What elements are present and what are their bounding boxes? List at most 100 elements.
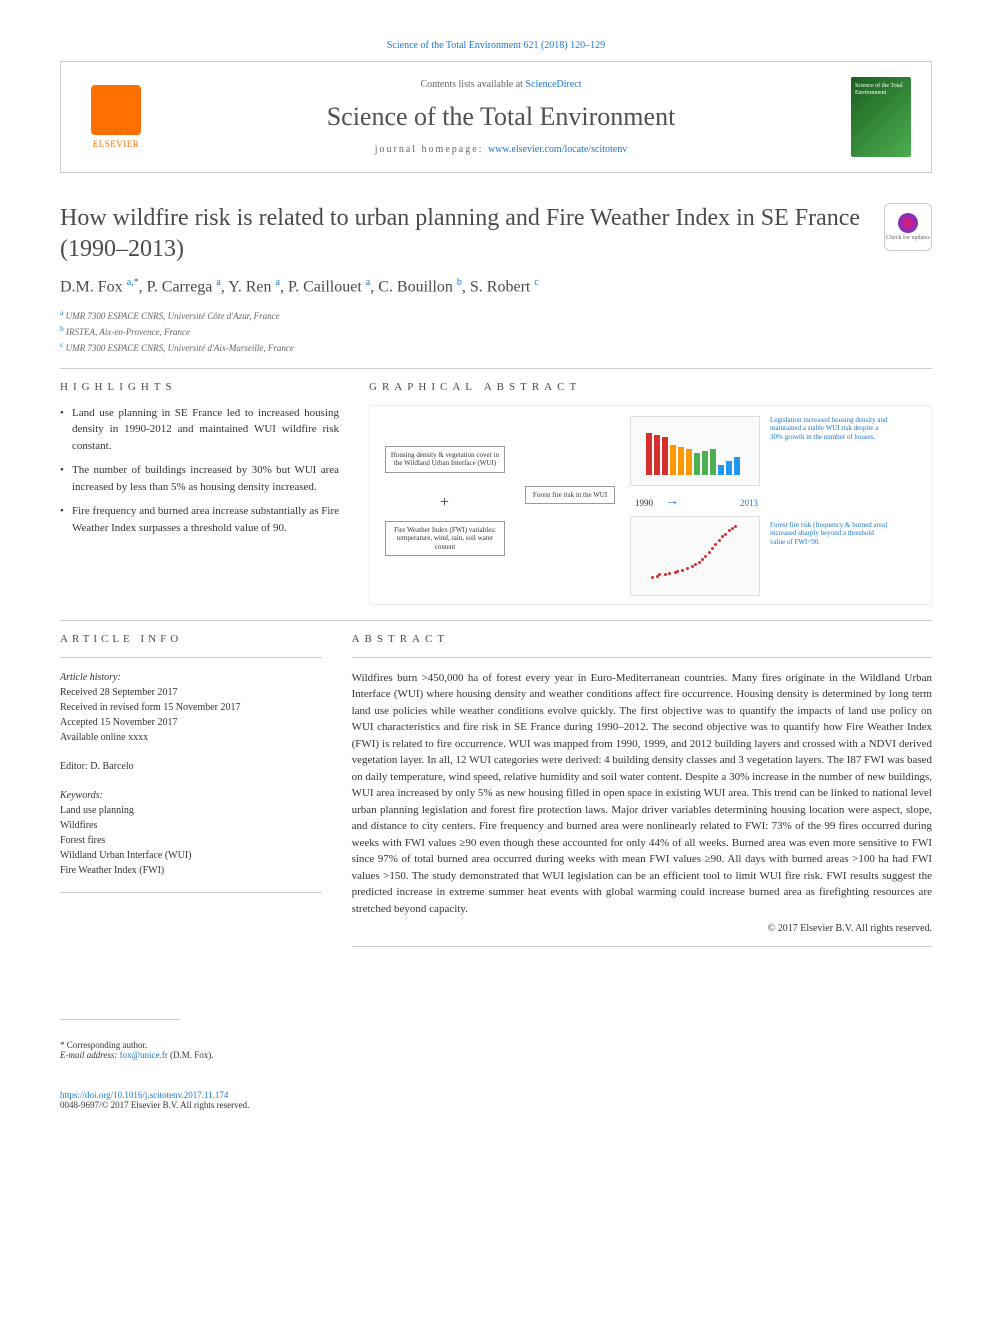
keywords-label: Keywords: xyxy=(60,788,322,803)
journal-title: Science of the Total Environment xyxy=(151,102,851,132)
ga-bar-chart xyxy=(630,416,760,486)
elsevier-tree-icon xyxy=(91,85,141,135)
contents-line: Contents lists available at ScienceDirec… xyxy=(151,79,851,90)
copyright-line: © 2017 Elsevier B.V. All rights reserved… xyxy=(352,923,932,934)
highlights-header: HIGHLIGHTS xyxy=(60,381,339,393)
highlight-item: The number of buildings increased by 30%… xyxy=(60,462,339,495)
ga-plus-icon: + xyxy=(440,494,449,512)
homepage-prefix: journal homepage: xyxy=(375,144,488,155)
ga-box-fwi: Fire Weather Index (FWI) variables: temp… xyxy=(385,521,505,556)
citation-link[interactable]: Science of the Total Environment 621 (20… xyxy=(60,40,932,51)
bar xyxy=(702,451,708,475)
elsevier-text: ELSEVIER xyxy=(93,139,140,149)
bar xyxy=(734,457,740,475)
ga-scatter-chart xyxy=(630,516,760,596)
keyword-line: Forest fires xyxy=(60,833,322,848)
bar xyxy=(710,449,716,475)
ga-box-risk: Forest fire risk in the WUI xyxy=(525,486,615,504)
history-line: Available online xxxx xyxy=(60,730,322,745)
scatter-point xyxy=(681,569,684,572)
scatter-point xyxy=(708,551,711,554)
divider xyxy=(60,1019,180,1020)
contents-prefix: Contents lists available at xyxy=(420,79,525,90)
divider xyxy=(60,892,322,893)
ga-year2: 2013 xyxy=(740,498,758,508)
email-author: (D.M. Fox). xyxy=(168,1050,214,1060)
affiliation-line: a UMR 7300 ESPACE CNRS, Université Côte … xyxy=(60,307,932,323)
scatter-point xyxy=(664,573,667,576)
elsevier-logo: ELSEVIER xyxy=(81,77,151,157)
sciencedirect-link[interactable]: ScienceDirect xyxy=(525,79,581,90)
highlights-list: Land use planning in SE France led to in… xyxy=(60,405,339,537)
cover-text: Science of the Total Environment xyxy=(855,83,911,96)
scatter-point xyxy=(714,543,717,546)
journal-header: ELSEVIER Contents lists available at Sci… xyxy=(60,61,932,173)
affiliation-line: c UMR 7300 ESPACE CNRS, Université d'Aix… xyxy=(60,339,932,355)
affiliation-line: b IRSTEA, Aix-en-Provence, France xyxy=(60,323,932,339)
scatter-point xyxy=(658,573,661,576)
divider xyxy=(352,946,932,947)
journal-cover-icon: Science of the Total Environment xyxy=(851,77,911,157)
affiliations: a UMR 7300 ESPACE CNRS, Université Côte … xyxy=(60,307,932,356)
scatter-point xyxy=(686,567,689,570)
check-updates-icon xyxy=(898,213,918,233)
scatter-point xyxy=(704,555,707,558)
ga-arrow-icon: → xyxy=(665,494,679,510)
history-line: Received 28 September 2017 xyxy=(60,685,322,700)
email-label: E-mail address: xyxy=(60,1050,120,1060)
scatter-point xyxy=(676,570,679,573)
keyword-line: Wildland Urban Interface (WUI) xyxy=(60,848,322,863)
editor-block: Editor: D. Barcelo xyxy=(60,759,322,774)
scatter-point xyxy=(701,558,704,561)
scatter-point xyxy=(724,533,727,536)
doi-link[interactable]: https://doi.org/10.1016/j.scitotenv.2017… xyxy=(60,1090,228,1100)
check-updates-label: Check for updates xyxy=(886,235,930,241)
bar xyxy=(662,437,668,475)
corresponding-label: * Corresponding author. xyxy=(60,1040,932,1050)
article-title: How wildfire risk is related to urban pl… xyxy=(60,203,884,265)
editor-label: Editor: xyxy=(60,761,90,772)
highlight-item: Land use planning in SE France led to in… xyxy=(60,405,339,455)
ga-text-risk: Forest fire risk (frequency & burned are… xyxy=(770,521,890,546)
scatter-point xyxy=(718,539,721,542)
email-link[interactable]: fox@unice.fr xyxy=(120,1050,168,1060)
history-line: Accepted 15 November 2017 xyxy=(60,715,322,730)
bar xyxy=(726,461,732,475)
check-updates-button[interactable]: Check for updates xyxy=(884,203,932,251)
scatter-point xyxy=(651,576,654,579)
article-info-header: ARTICLE INFO xyxy=(60,633,322,645)
scatter-point xyxy=(711,547,714,550)
graphical-abstract-image: Housing density & vegetation cover in th… xyxy=(369,405,932,605)
scatter-point xyxy=(734,525,737,528)
divider xyxy=(60,657,322,658)
abstract-header: ABSTRACT xyxy=(352,633,932,645)
graphical-abstract-header: GRAPHICAL ABSTRACT xyxy=(369,381,932,393)
keyword-line: Land use planning xyxy=(60,803,322,818)
history-label: Article history: xyxy=(60,670,322,685)
bar xyxy=(646,433,652,475)
divider xyxy=(352,657,932,658)
abstract-text: Wildfires burn >450,000 ha of forest eve… xyxy=(352,670,932,918)
bar xyxy=(678,447,684,475)
scatter-point xyxy=(668,572,671,575)
article-history: Article history: Received 28 September 2… xyxy=(60,670,322,745)
bar xyxy=(694,453,700,475)
ga-text-legislation: Legislation increased housing density an… xyxy=(770,416,890,441)
scatter-point xyxy=(698,561,701,564)
bar xyxy=(686,449,692,475)
bar xyxy=(654,435,660,475)
homepage-line: journal homepage: www.elsevier.com/locat… xyxy=(151,144,851,155)
editor-name: D. Barcelo xyxy=(90,761,133,772)
issn-line: 0048-9697/© 2017 Elsevier B.V. All right… xyxy=(60,1100,932,1110)
corresponding-author: * Corresponding author. E-mail address: … xyxy=(60,1032,932,1060)
homepage-link[interactable]: www.elsevier.com/locate/scitotenv xyxy=(488,144,627,155)
keyword-line: Wildfires xyxy=(60,818,322,833)
ga-box-housing: Housing density & vegetation cover in th… xyxy=(385,446,505,473)
bar xyxy=(670,445,676,475)
divider xyxy=(60,620,932,621)
highlight-item: Fire frequency and burned area increase … xyxy=(60,503,339,536)
keywords-block: Keywords: Land use planningWildfiresFore… xyxy=(60,788,322,878)
authors-line: D.M. Fox a,*, P. Carrega a, Y. Ren a, P.… xyxy=(60,277,932,296)
history-line: Received in revised form 15 November 201… xyxy=(60,700,322,715)
scatter-point xyxy=(694,563,697,566)
